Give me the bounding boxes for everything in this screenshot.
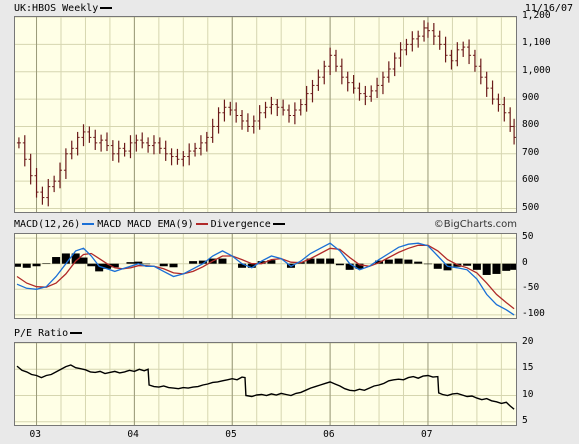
divergence-bar	[52, 257, 61, 264]
divergence-bar	[15, 263, 21, 267]
x-tick-label: 07	[420, 429, 433, 440]
chart-date: 11/16/07	[524, 3, 573, 14]
macd-legend-swatch	[82, 223, 95, 225]
price-ytick-label: 700	[522, 146, 540, 158]
divergence-bar	[247, 263, 256, 268]
divergence-bar	[510, 263, 516, 270]
divergence-bar	[404, 259, 413, 264]
divergence-bar	[102, 263, 111, 269]
divergence-bar	[32, 263, 41, 267]
divergence-legend-label: Divergence	[210, 219, 271, 230]
price-ytick-label: 600	[522, 174, 540, 186]
macd-chart	[15, 234, 516, 318]
macd-chart-header: MACD(12,26) MACD MACD EMA(9) Divergence	[14, 219, 288, 230]
macd-ytick-label: 50	[522, 231, 534, 243]
macd-pane	[14, 233, 517, 319]
macd-line	[16, 242, 515, 316]
pe-ytick-label: 15	[522, 362, 534, 374]
price-ytick-label: 1,000	[522, 64, 551, 76]
divergence-bar	[345, 263, 354, 270]
price-ytick-label: 900	[522, 92, 540, 104]
macd-title: MACD(12,26)	[14, 219, 81, 230]
x-tick-label: 05	[225, 429, 237, 440]
price-ytick-label: 1,100	[522, 37, 551, 49]
divergence-bar	[110, 263, 119, 268]
divergence-bar	[326, 258, 335, 264]
divergence-bar	[502, 263, 511, 271]
pe-ytick-label: 10	[522, 388, 534, 400]
divergence-bar	[423, 263, 432, 265]
divergence-bar	[463, 263, 472, 266]
divergence-bar	[472, 263, 481, 270]
bigcharts-credit[interactable]: ©BigCharts.com	[433, 219, 517, 230]
ema-line	[16, 244, 515, 310]
ema-legend-swatch	[195, 223, 208, 225]
pe-ytick-label: 5	[522, 414, 528, 426]
divergence-bar	[433, 263, 442, 269]
x-tick-label: 06	[323, 429, 335, 440]
divergence-bar	[22, 263, 31, 268]
divergence-bar	[42, 263, 51, 264]
x-tick-label: 04	[127, 429, 139, 440]
divergence-bar	[71, 253, 80, 264]
price-pane	[14, 16, 517, 213]
macd-ytick-label: -50	[522, 282, 540, 294]
macd-ytick-label: -100	[522, 307, 545, 319]
chart-title: UK:HBOS Weekly	[14, 3, 99, 14]
divergence-bar	[355, 263, 364, 269]
divergence-bar	[238, 263, 247, 268]
price-ytick-label: 1,200	[522, 10, 551, 21]
divergence-legend-swatch	[272, 223, 285, 225]
divergence-bar	[218, 258, 227, 264]
divergence-bar	[443, 263, 452, 271]
divergence-bar	[126, 262, 135, 264]
price-ytick-label: 800	[522, 119, 540, 131]
divergence-bar	[79, 257, 88, 264]
macd-ytick-label: 0	[522, 256, 528, 268]
price-legend-swatch	[100, 7, 113, 9]
divergence-bar	[198, 260, 207, 264]
divergence-bar	[316, 258, 325, 264]
divergence-bar	[306, 258, 315, 264]
divergence-bar	[95, 263, 104, 272]
divergence-bar	[414, 261, 423, 264]
divergence-bar	[159, 263, 168, 267]
pe-line	[16, 364, 515, 410]
divergence-bar	[482, 263, 491, 275]
divergence-bar	[335, 263, 344, 266]
price-chart-header: UK:HBOS Weekly	[14, 3, 115, 14]
macd-legend-label: MACD	[97, 219, 122, 230]
divergence-bar	[134, 261, 143, 264]
pe-chart	[15, 343, 516, 425]
divergence-bar	[492, 263, 501, 274]
pe-title: P/E Ratio	[14, 328, 69, 339]
divergence-bar	[384, 259, 393, 264]
pe-ytick-label: 20	[522, 336, 534, 347]
divergence-bar	[169, 263, 178, 268]
price-ytick-label: 500	[522, 201, 540, 213]
divergence-bar	[257, 261, 266, 264]
x-tick-label: 03	[29, 429, 41, 440]
divergence-bar	[61, 253, 70, 264]
divergence-bar	[142, 263, 151, 265]
pe-legend-swatch	[70, 332, 83, 334]
divergence-bar	[267, 260, 276, 264]
pe-pane	[14, 342, 517, 426]
divergence-bar	[189, 261, 198, 264]
divergence-bar	[87, 263, 96, 267]
divergence-bar	[394, 258, 403, 264]
pe-chart-header: P/E Ratio	[14, 328, 85, 339]
price-chart	[15, 17, 516, 212]
ema-legend-label: MACD EMA(9)	[127, 219, 194, 230]
